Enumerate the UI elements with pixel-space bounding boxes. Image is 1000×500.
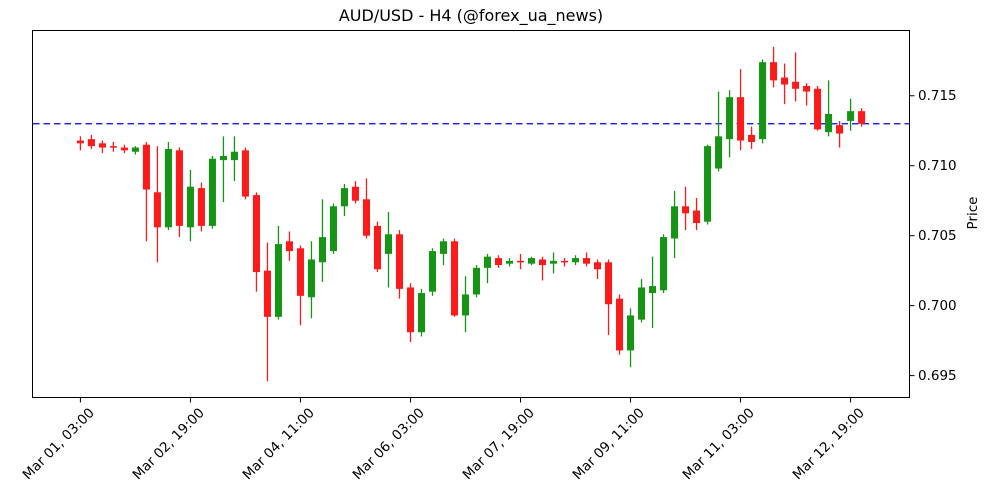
candle-body [538, 259, 547, 266]
x-axis-tick-label: Mar 07, 19:00 [459, 405, 538, 484]
candle-body [649, 286, 657, 294]
candle-body [76, 140, 84, 144]
candle-body [175, 150, 183, 226]
candle-body [120, 147, 128, 151]
candle-body [660, 237, 668, 291]
candle-body [87, 139, 95, 147]
candle-body [858, 111, 866, 124]
candle-body [461, 294, 470, 316]
candle-body [428, 251, 437, 292]
candle-body [395, 234, 404, 289]
x-axis-tick-label: Mar 06, 03:00 [349, 405, 428, 484]
candle-body [131, 147, 139, 152]
candle-body [759, 62, 767, 140]
candle-body [693, 210, 701, 224]
x-axis-tick-label: Mar 12, 19:00 [789, 405, 868, 484]
candle-body [814, 88, 822, 130]
candle-body [164, 148, 172, 228]
plot-frame [32, 30, 910, 398]
candle-body [616, 298, 624, 351]
candle-body [781, 77, 789, 85]
candle-body [285, 241, 293, 252]
candle-body [362, 199, 370, 236]
candle-body [450, 241, 459, 316]
candle-body [296, 248, 304, 296]
candle-body [186, 186, 194, 228]
candle-body [627, 315, 635, 351]
candle-body [494, 258, 503, 266]
candle-body [153, 192, 161, 228]
candle-body [263, 270, 271, 317]
y-axis-tick-label: 0.705 [918, 227, 957, 244]
candle-body [726, 97, 734, 140]
chart-title: AUD/USD - H4 (@forex_ua_news) [338, 6, 604, 25]
candle-body [274, 244, 282, 317]
candle-body [594, 262, 602, 270]
candle-body [803, 85, 811, 92]
candle-body [208, 158, 216, 226]
candle-body [318, 237, 326, 263]
y-axis-title: Price [965, 196, 981, 230]
candle-body [472, 267, 481, 295]
candle-body [682, 206, 690, 214]
candle-body [241, 150, 249, 197]
candle-body [516, 260, 525, 263]
candle-body [417, 293, 426, 333]
candle-body [847, 111, 855, 121]
candle-body [109, 146, 117, 148]
x-axis-tick-label: Mar 02, 19:00 [129, 405, 208, 484]
candle-body [98, 143, 106, 148]
candle-body [605, 262, 613, 305]
candle-body [307, 259, 315, 298]
candle-body [737, 97, 745, 141]
x-axis-tick-label: Mar 09, 11:00 [569, 405, 648, 484]
y-axis-tick-label: 0.710 [918, 157, 957, 174]
candle-body [340, 188, 348, 207]
candle-body [671, 206, 679, 239]
y-axis-tick-label: 0.700 [918, 297, 957, 314]
candle-body [384, 234, 393, 254]
candle-body [439, 241, 448, 254]
candle-body [836, 125, 844, 134]
y-axis-tick-label: 0.715 [918, 87, 957, 104]
candle-body [549, 260, 558, 264]
candle-body [505, 260, 514, 264]
candle-body [561, 260, 569, 263]
candle-body [219, 155, 227, 161]
candle-body [704, 146, 712, 222]
candle-body [351, 186, 359, 201]
y-axis-tick-label: 0.695 [918, 367, 957, 384]
candle-body [572, 258, 580, 263]
candle-body [230, 151, 238, 161]
candle-body [748, 134, 756, 142]
candle-body [329, 206, 337, 252]
candle-body [252, 195, 260, 273]
candle-body [483, 256, 492, 268]
candle-body [792, 81, 800, 89]
candle-body [373, 225, 381, 270]
candlestick-plot [32, 30, 915, 403]
candle-body [406, 287, 415, 333]
candle-body [527, 258, 536, 264]
candle-body [715, 136, 723, 169]
candle-body [583, 258, 591, 264]
candle-body [825, 113, 833, 133]
candle-body [142, 144, 150, 190]
x-axis-tick-label: Mar 11, 03:00 [679, 405, 758, 484]
x-axis-tick-label: Mar 04, 11:00 [239, 405, 318, 484]
candle-body [638, 287, 646, 320]
candle-body [197, 188, 205, 226]
x-axis-tick-label: Mar 01, 03:00 [19, 405, 98, 484]
candle-body [770, 62, 778, 81]
